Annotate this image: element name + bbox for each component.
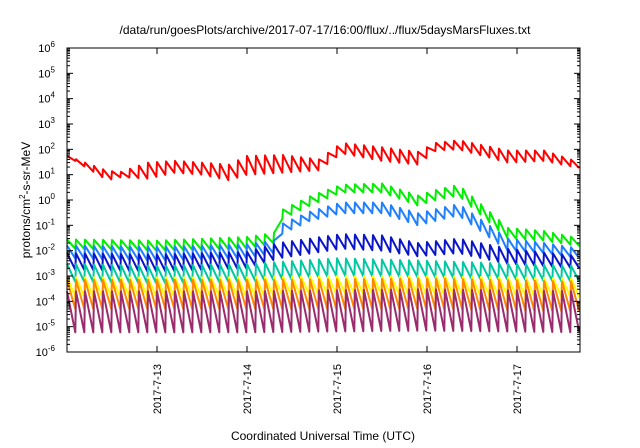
x-axis-label: Coordinated Universal Time (UTC) [231,429,415,443]
y-tick-label-12: 10-6 [36,344,56,359]
x-tick-label-2: 2017-7-15 [332,364,344,414]
chart-title: /data/run/goesPlots/archive/2017-07-17/1… [120,23,532,37]
y-tick-label-7: 10-1 [36,217,56,232]
y-tick-label-0: 106 [38,40,55,55]
series-line-4 [66,233,581,273]
y-tick-label-5: 101 [38,167,55,182]
y-tick-label-1: 105 [38,65,55,80]
series-line-5 [66,257,581,285]
x-axis-ticks: 2017-7-13 2017-7-14 2017-7-15 2017-7-16 2017… [152,48,524,414]
y-tick-label-3: 103 [38,116,55,131]
y-axis-label-main: protons/cm [19,199,33,258]
y-axis-label-rest: -s-sr-MeV [19,142,33,195]
series-line-6 [66,275,581,298]
y-tick-label-10: 10-4 [36,293,56,308]
y-axis-label-sup: 2 [18,194,27,199]
y-tick-label-8: 10-2 [36,243,56,258]
series-line-7 [66,277,581,313]
series-line-8 [66,288,581,334]
y-tick-label-9: 10-3 [36,268,56,283]
y-tick-label-11: 10-5 [36,319,56,334]
y-tick-label-2: 104 [38,91,55,106]
y-axis-label: protons/cm2-s-sr-MeV [18,142,33,258]
series-line-2 [66,182,581,252]
y-tick-label-6: 100 [38,192,55,207]
series-line-3 [66,201,581,262]
y-tick-label-4: 102 [38,141,55,156]
x-tick-label-3: 2017-7-16 [422,364,434,414]
x-tick-label-0: 2017-7-13 [152,364,164,414]
series-line-1 [66,139,581,182]
y-axis-ticks: 106 105 104 103 102 101 100 10-1 10-2 10-3 10-4 10-… [36,40,580,359]
x-tick-label-1: 2017-7-14 [242,364,254,414]
x-tick-label-4: 2017-7-17 [512,364,524,414]
series-layer [66,139,581,334]
